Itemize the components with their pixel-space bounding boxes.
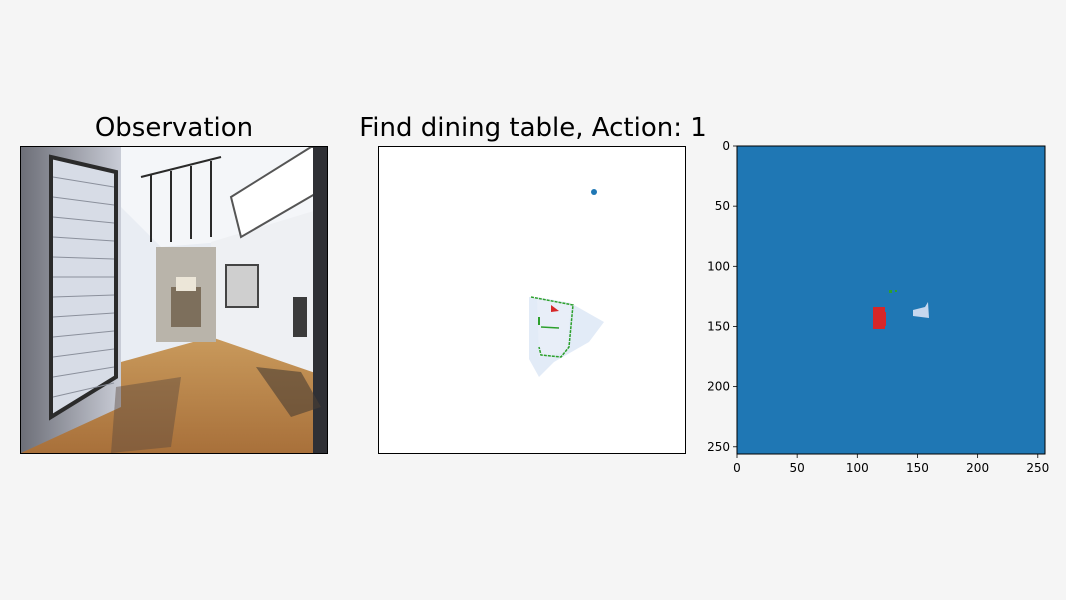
y-tick-label: 50 <box>715 199 730 213</box>
x-tick-label: 50 <box>790 461 805 475</box>
x-tick-label: 200 <box>966 461 989 475</box>
x-tick-label: 100 <box>846 461 869 475</box>
y-tick-label: 100 <box>707 259 730 273</box>
y-tick-label: 200 <box>707 380 730 394</box>
map-title: Find dining table, Action: 1 <box>359 113 707 143</box>
free-space-blob <box>913 302 929 318</box>
observation-title: Observation <box>94 113 254 143</box>
semantic-map-background <box>736 145 1046 455</box>
exploration-map <box>378 146 686 454</box>
goal-marker <box>591 189 597 195</box>
x-tick-label: 250 <box>1026 461 1049 475</box>
y-tick-label: 250 <box>707 440 730 454</box>
y-axis: 0 50 100 150 200 250 <box>707 139 737 454</box>
y-tick-label: 150 <box>707 319 730 333</box>
agent-marker <box>551 305 559 312</box>
x-axis: 0 50 100 150 200 250 <box>733 454 1049 475</box>
y-tick-label: 0 <box>722 139 730 153</box>
semantic-map-plot: 0 50 100 150 200 250 0 50 100 150 200 250 <box>707 139 1049 475</box>
x-tick-label: 0 <box>733 461 741 475</box>
observation-image <box>20 146 328 454</box>
x-tick-label: 150 <box>906 461 929 475</box>
